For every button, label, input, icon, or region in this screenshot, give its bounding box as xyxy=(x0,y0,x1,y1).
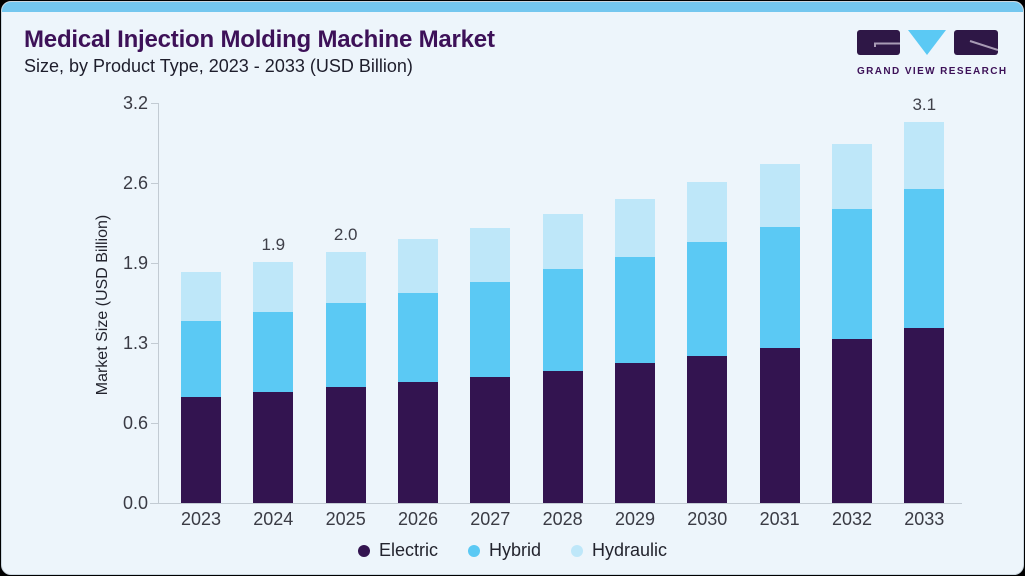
bar-segment-hybrid-2032 xyxy=(832,209,872,340)
bar-segment-electric-2031 xyxy=(759,348,800,503)
bar-segment-hydraulic-2031 xyxy=(759,164,800,227)
bar-segment-hydraulic-2027 xyxy=(470,228,511,282)
x-axis-label-2031: 2031 xyxy=(759,509,800,529)
bar-segment-hydraulic-2032 xyxy=(832,144,872,210)
legend-label: Hybrid xyxy=(488,540,541,560)
bar-segment-hydraulic-2033 xyxy=(904,121,945,190)
bar-segment-electric-2033 xyxy=(904,328,945,503)
legend-swatch-icon xyxy=(571,544,583,557)
bar-segment-hybrid-2031 xyxy=(759,226,800,349)
bar-segment-electric-2027 xyxy=(470,376,511,504)
x-axis-label-2030: 2030 xyxy=(687,509,728,529)
legend-label: Hydraulic xyxy=(592,540,668,560)
y-tick-label: 0.6 xyxy=(122,413,148,433)
x-axis-label-2023: 2023 xyxy=(180,509,222,529)
y-tick-mark xyxy=(151,263,158,264)
x-axis-line xyxy=(150,503,962,504)
y-tick-label: 2.6 xyxy=(122,173,148,193)
legend-swatch-icon xyxy=(357,544,370,557)
bar-segment-electric-2025 xyxy=(325,386,366,504)
y-tick-mark xyxy=(151,103,158,104)
y-tick-label: 1.3 xyxy=(122,333,148,353)
gvr-logo-icon xyxy=(857,30,999,55)
bar-segment-hydraulic-2024 xyxy=(253,261,294,312)
bar-segment-hybrid-2026 xyxy=(398,293,438,382)
bar-segment-hydraulic-2028 xyxy=(542,214,583,270)
logo-wordmark: GRAND VIEW RESEARCH xyxy=(857,66,1008,77)
y-axis-line xyxy=(158,103,159,503)
accent-strip xyxy=(2,2,1023,12)
bar-segment-electric-2023 xyxy=(181,396,221,504)
bar-segment-hydraulic-2023 xyxy=(181,271,221,321)
grand-view-research-logo: GRAND VIEW RESEARCH xyxy=(857,30,1008,77)
bar-segment-electric-2029 xyxy=(615,363,655,503)
bar-segment-hybrid-2023 xyxy=(181,320,221,397)
bar-segment-hybrid-2028 xyxy=(542,269,583,371)
y-tick-label: 0.0 xyxy=(122,493,148,513)
bar-segment-hybrid-2025 xyxy=(325,303,366,387)
legend-swatch-icon xyxy=(467,544,480,557)
bar-segment-hydraulic-2029 xyxy=(615,199,655,257)
bar-total-label-2033: 3.1 xyxy=(912,94,937,114)
x-axis-label-2027: 2027 xyxy=(470,509,511,529)
y-axis-title: Market Size (USD Billion) xyxy=(94,214,111,396)
bar-segment-electric-2024 xyxy=(253,391,294,504)
legend: Electric Hybrid Hydraulic xyxy=(2,540,1023,561)
y-tick-mark xyxy=(151,423,158,424)
bar-segment-hybrid-2024 xyxy=(253,311,294,392)
x-axis-label-2024: 2024 xyxy=(253,509,294,529)
bar-segment-hydraulic-2030 xyxy=(687,181,728,242)
bar-segment-hybrid-2029 xyxy=(615,256,655,364)
page-title: Medical Injection Molding Machine Market xyxy=(24,26,495,53)
bar-total-label-2025: 2.0 xyxy=(333,224,358,244)
bar-segment-hybrid-2033 xyxy=(904,189,945,329)
x-axis-label-2032: 2032 xyxy=(831,509,873,529)
page-subtitle: Size, by Product Type, 2023 - 2033 (USD … xyxy=(24,56,413,76)
legend-item-hydraulic: Hydraulic xyxy=(571,540,667,561)
y-tick-label: 3.2 xyxy=(122,93,148,113)
legend-label: Electric xyxy=(378,540,438,560)
bar-segment-electric-2026 xyxy=(398,381,438,504)
bar-segment-electric-2028 xyxy=(542,370,583,503)
x-axis-label-2025: 2025 xyxy=(325,509,366,529)
bar-segment-hydraulic-2025 xyxy=(325,251,366,304)
bar-segment-electric-2030 xyxy=(687,355,728,503)
bar-segment-hybrid-2030 xyxy=(687,241,728,356)
x-axis-label-2026: 2026 xyxy=(397,509,439,529)
bar-total-label-2024: 1.9 xyxy=(261,234,286,254)
bar-segment-hydraulic-2026 xyxy=(398,239,438,294)
x-axis-label-2033: 2033 xyxy=(904,509,945,529)
legend-item-hybrid: Hybrid xyxy=(467,540,541,561)
x-axis-label-2028: 2028 xyxy=(542,509,583,529)
bar-segment-hybrid-2027 xyxy=(470,281,511,377)
y-tick-mark xyxy=(151,343,158,344)
legend-item-electric: Electric xyxy=(357,540,438,561)
x-axis-label-2029: 2029 xyxy=(614,509,656,529)
y-tick-label: 1.9 xyxy=(122,253,148,273)
bar-segment-electric-2032 xyxy=(832,339,872,504)
y-tick-mark xyxy=(151,183,158,184)
